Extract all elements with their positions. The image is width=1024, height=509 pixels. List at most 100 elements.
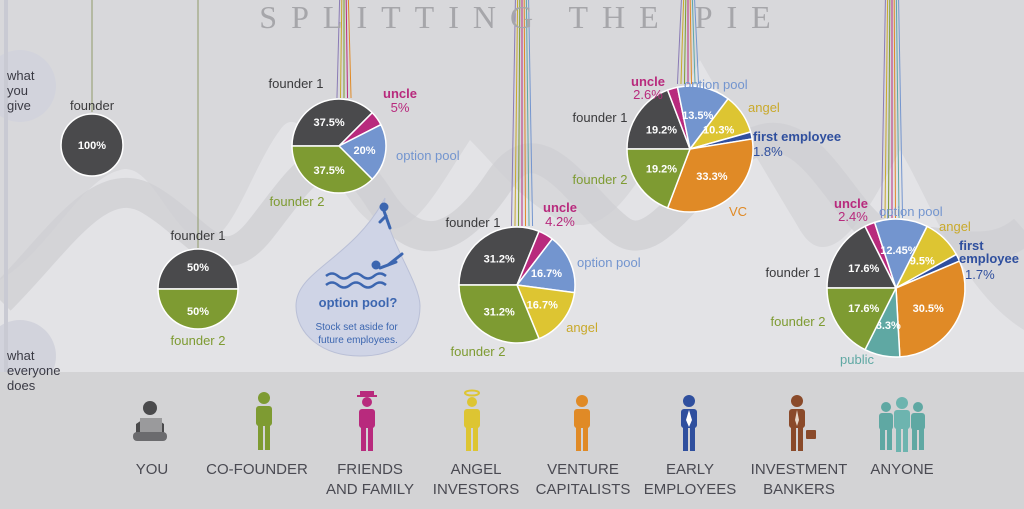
string-line xyxy=(880,0,886,219)
p4-vc-label: VC xyxy=(729,204,747,219)
role-label-line: ANYONE xyxy=(870,461,934,478)
p5-first-employee-pct: 1.7% xyxy=(965,267,995,282)
pie-value-label: 16.7% xyxy=(527,299,558,311)
role-label-line: CO-FOUNDER xyxy=(206,461,308,478)
pie-value-label: 100% xyxy=(78,140,106,152)
pie-value-label: 50% xyxy=(187,262,209,274)
pie-slice-founder-1 xyxy=(291,98,374,147)
p4-first-employee-pct: 1.8% xyxy=(753,144,783,159)
what-you-give-label: what you give xyxy=(7,68,34,113)
pie-slice-founder-1 xyxy=(626,89,692,150)
pie-value-label: 8.3% xyxy=(876,320,901,332)
pie-charts: 100%50%50%37.5%20%37.5%31.2%16.7%16.7%31… xyxy=(60,85,966,358)
pie-outside-labels: founder founder 1 founder 2 founder 1 un… xyxy=(70,74,1019,367)
person-tie-icon xyxy=(681,395,697,451)
string-line xyxy=(523,0,527,227)
p3-angel-label: angel xyxy=(566,320,598,335)
pie-slice-founder-2 xyxy=(626,148,692,209)
pie-slice-founder-2 xyxy=(458,284,541,344)
string-line xyxy=(336,0,341,99)
p5-uncle-label: uncle xyxy=(834,196,868,211)
pie-value-label: 13.5% xyxy=(682,110,713,122)
p5-option-pool-label: option pool xyxy=(879,204,943,219)
string-line xyxy=(510,0,516,227)
role-label-line: ANGEL xyxy=(450,461,502,478)
pie-value-label: 33.3% xyxy=(696,171,727,183)
p2-founder1-label: founder 1 xyxy=(269,76,324,91)
role-label-line: INVESTORS xyxy=(432,481,520,498)
p3-founder1-label: founder 1 xyxy=(446,215,501,230)
role-label-line: EMPLOYEES xyxy=(643,481,737,498)
role-label-7: ANYONE xyxy=(842,460,962,480)
person-halo-icon xyxy=(464,389,480,451)
role-label-line: BANKERS xyxy=(763,481,835,498)
pie-value-label: 19.2% xyxy=(646,124,677,136)
p2-uncle-pct: 5% xyxy=(391,100,410,115)
pie-value-label: 30.5% xyxy=(913,303,944,315)
p0-founder-label: founder xyxy=(70,98,115,113)
pie-value-label: 31.2% xyxy=(484,306,515,318)
string-line xyxy=(514,0,519,227)
pie-slice-founder-2 xyxy=(291,145,374,194)
water-wave xyxy=(325,281,387,289)
person-icon xyxy=(574,395,590,451)
p3-uncle-pct: 4.2% xyxy=(545,214,575,229)
string-line xyxy=(689,0,693,85)
p3-uncle-label: uncle xyxy=(543,200,577,215)
string-line xyxy=(339,0,343,99)
drop-caption-line-1: Stock set aside for xyxy=(315,322,398,333)
pie-slice-angel xyxy=(515,284,576,340)
pie-1: 50% 50% xyxy=(157,248,239,330)
string-line xyxy=(691,0,696,85)
role-label-line: INVESTMENT xyxy=(750,461,848,478)
give-bubble xyxy=(0,50,56,122)
person-briefcase-icon xyxy=(789,395,816,451)
give-line-2: you xyxy=(7,83,28,98)
p5-angel-label: angel xyxy=(939,219,971,234)
give-line-1: what xyxy=(7,68,35,83)
p2-uncle-label: uncle xyxy=(383,86,417,101)
p3-founder2-label: founder 2 xyxy=(451,344,506,359)
role-label-line: AND FAMILY xyxy=(325,481,415,498)
p5-founder2-label: founder 2 xyxy=(771,314,826,329)
role-label-2: FRIENDS AND FAMILY xyxy=(310,460,430,500)
group-icon xyxy=(879,397,925,452)
pie-slice-option-pool xyxy=(337,123,387,181)
pie-3: 31.2% 16.7% 16.7% 31.2% xyxy=(458,226,576,344)
person-hat-icon xyxy=(357,391,377,451)
drop-caption-line-2: future employees. xyxy=(318,335,398,346)
option-pool-drop: option pool? Stock set aside for future … xyxy=(295,197,421,357)
string-line xyxy=(345,0,349,99)
water-wave xyxy=(325,272,387,280)
string-line xyxy=(680,0,685,85)
pie-value-label: 37.5% xyxy=(314,117,345,129)
string-line xyxy=(884,0,889,219)
pie-value-label: 31.2% xyxy=(484,254,515,266)
string-line xyxy=(676,0,682,85)
string-line xyxy=(683,0,687,85)
string-line xyxy=(694,0,700,85)
pie-slice-founder-2 xyxy=(826,287,898,351)
pie-slice-vc xyxy=(666,138,754,213)
p4-uncle-pct: 2.6% xyxy=(633,87,663,102)
pie-value-label: 16.7% xyxy=(531,268,562,280)
string-line xyxy=(898,0,904,219)
p4-uncle-label: uncle xyxy=(631,74,665,89)
pie-value-label: 10.3% xyxy=(703,125,734,137)
p1-founder1-label: founder 1 xyxy=(171,228,226,243)
role-label-1: CO-FOUNDER xyxy=(197,460,317,480)
roles-band xyxy=(0,372,1024,509)
p5-public-label: public xyxy=(840,352,874,367)
person-laptop-icon xyxy=(133,401,167,441)
string-line xyxy=(517,0,521,227)
string-line xyxy=(893,0,897,219)
p4-option-pool-label: option pool xyxy=(684,77,748,92)
pie-value-label: 50% xyxy=(187,306,209,318)
drop-heading: option pool? xyxy=(319,295,398,310)
role-label-3: ANGEL INVESTORS xyxy=(416,460,536,500)
pie-slice-option-pool xyxy=(515,237,576,294)
does-line-1: what xyxy=(7,348,35,363)
does-line-2: everyone xyxy=(7,363,61,378)
pie-value-label: 9.5% xyxy=(910,256,935,268)
